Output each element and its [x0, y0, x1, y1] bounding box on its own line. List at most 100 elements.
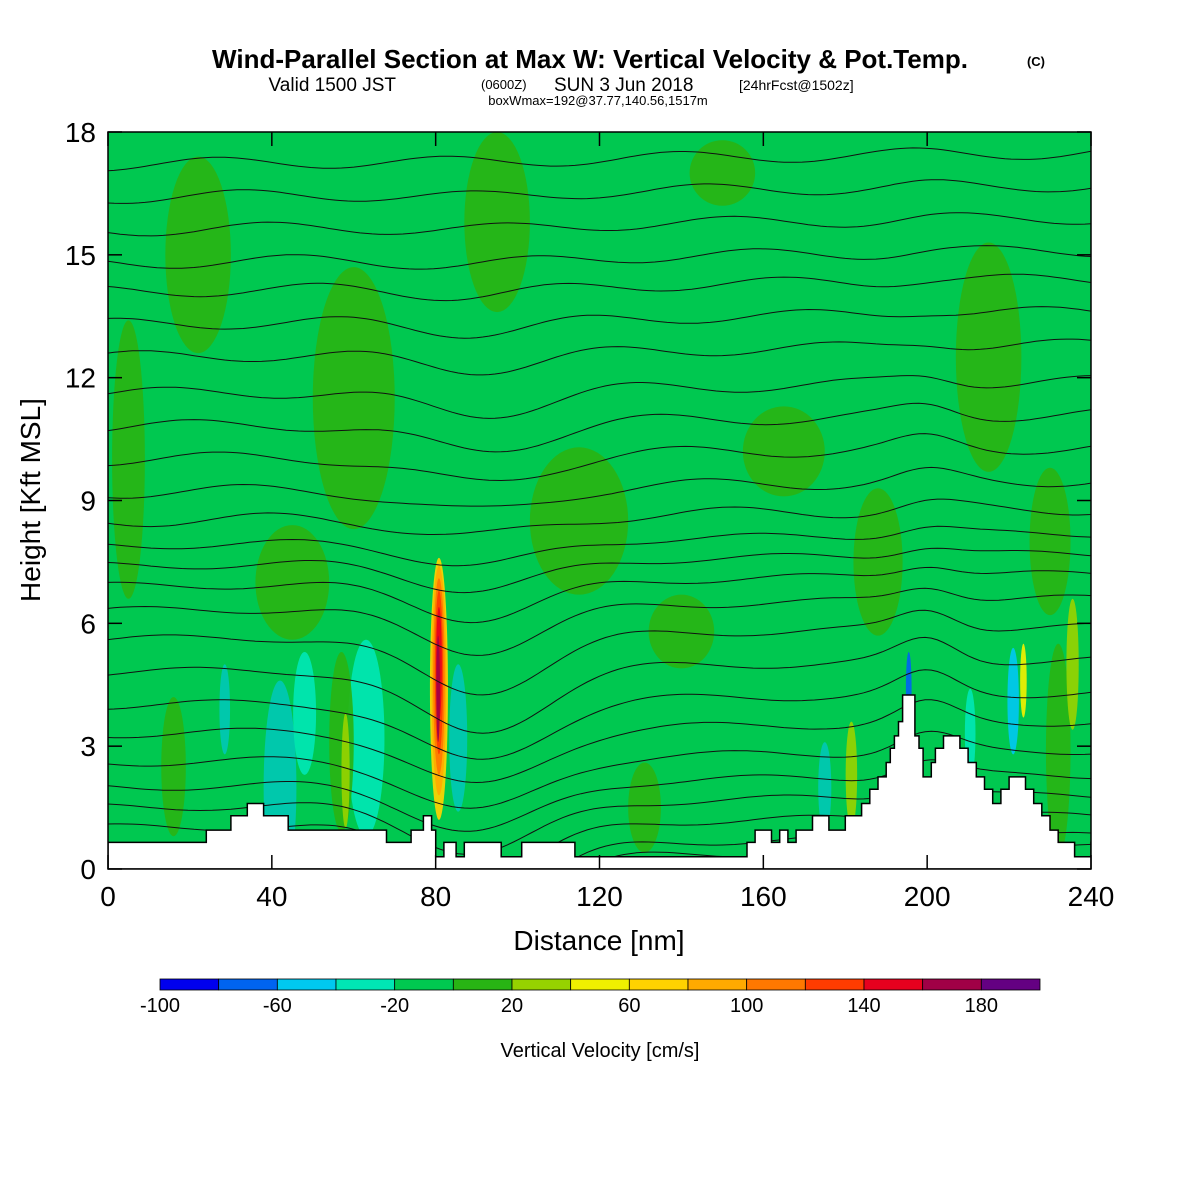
vv-region-22: [1066, 598, 1079, 730]
colorbar-bin-12: [863, 978, 924, 991]
colorbar-tick-140: 140: [847, 995, 880, 1017]
colorbar-bin-5: [452, 978, 513, 991]
box-max-info: boxWmax=192@37.77,140.56,1517m: [488, 93, 708, 108]
isentrope-7: [108, 669, 1091, 760]
x-tick-label-40: 40: [256, 881, 287, 912]
colorbar-bin-9: [687, 978, 748, 991]
colorbar-tick-180: 180: [965, 995, 998, 1017]
y-tick-label-0: 0: [80, 854, 96, 885]
isentrope-8: [108, 636, 1091, 734]
colorbar-bin-14: [980, 978, 1041, 991]
colorbar-bin-3: [335, 978, 396, 991]
colorbar-bin-13: [922, 978, 982, 991]
x-axis-label: Distance [nm]: [513, 925, 684, 956]
isentrope-23: [108, 212, 1091, 237]
colorbar-bin-10: [746, 978, 806, 991]
vv-region-13: [161, 697, 186, 837]
isentrope-20: [108, 306, 1091, 339]
isentrope-14: [108, 498, 1091, 535]
vv-region-32: [255, 525, 330, 640]
y-tick-label-9: 9: [80, 486, 96, 517]
isentrope-10: [108, 587, 1091, 656]
colorbar-bin-0: [159, 978, 220, 991]
isentrope-15: [108, 466, 1091, 507]
y-tick-label-12: 12: [65, 363, 96, 394]
vertical-velocity-field: [112, 132, 1079, 869]
x-tick-label-0: 0: [100, 881, 116, 912]
colorbar-tick-20: 20: [501, 995, 523, 1017]
colorbar-bin-7: [570, 978, 630, 991]
vv-region-8: [347, 639, 385, 837]
colorbar-bin-1: [218, 978, 278, 991]
isentrope-16: [108, 433, 1091, 482]
colorbar-bin-6: [511, 978, 572, 991]
vv-region-18: [1007, 647, 1019, 755]
colorbar-bin-2: [276, 978, 337, 991]
vv-region-30: [165, 156, 231, 354]
isentrope-11: [108, 566, 1091, 624]
vv-region-34: [742, 406, 825, 497]
valid-time-label: Valid 1500 JST: [269, 75, 397, 96]
isentrope-13: [108, 525, 1091, 567]
valid-zone-label: (0600Z): [481, 77, 527, 92]
vv-region-26: [689, 140, 756, 206]
isentrope-21: [108, 273, 1091, 302]
y-axis-label: Height [Kft MSL]: [15, 398, 46, 602]
vv-region-27: [853, 488, 903, 636]
vv-region-12: [341, 713, 350, 829]
y-tick-label-15: 15: [65, 240, 96, 271]
vv-region-28: [955, 242, 1022, 472]
colorbar-tick--100: -100: [140, 995, 180, 1017]
axes: 0 40 80 120 160 200 240 0 3 6 9 12 15 18: [65, 117, 1115, 912]
vv-region-10: [219, 664, 231, 755]
y-tick-label-18: 18: [65, 117, 96, 148]
isentrope-9: [108, 609, 1091, 696]
x-tick-label-200: 200: [904, 881, 951, 912]
vv-region-21: [628, 762, 661, 853]
terrain-profile: [108, 694, 1091, 869]
isentrope-24: [108, 179, 1091, 204]
colorbar-tick-60: 60: [618, 995, 640, 1017]
vv-region-25: [464, 132, 530, 313]
vv-region-15: [845, 721, 858, 829]
copyright-mark: (C): [1027, 54, 1045, 69]
vv-region-31: [112, 320, 145, 599]
x-tick-label-120: 120: [576, 881, 623, 912]
terrain: [108, 694, 1091, 869]
isentrope-5: [108, 730, 1091, 809]
colorbar-tick-100: 100: [730, 995, 763, 1017]
colorbar-bin-11: [804, 978, 865, 991]
vv-region-5: [436, 635, 440, 743]
vv-region-23: [312, 267, 395, 530]
vv-region-33: [648, 594, 715, 669]
forecast-label: [24hrFcst@1502z]: [739, 77, 854, 93]
colorbar-bin-4: [394, 978, 454, 991]
colorbar-tick--20: -20: [380, 995, 409, 1017]
isentrope-17: [108, 402, 1091, 453]
x-tick-label-80: 80: [420, 881, 451, 912]
x-tick-label-240: 240: [1068, 881, 1115, 912]
y-tick-label-3: 3: [80, 731, 96, 762]
vv-region-24: [529, 447, 629, 595]
isentrope-25: [108, 147, 1091, 172]
vv-region-19: [1020, 643, 1027, 718]
y-tick-label-6: 6: [80, 608, 96, 639]
valid-date-label: SUN 3 Jun 2018: [554, 75, 693, 96]
vv-region-29: [1029, 467, 1071, 616]
isentrope-18: [108, 375, 1091, 419]
isentrope-12: [108, 547, 1091, 594]
isentrope-22: [108, 245, 1091, 270]
colorbar-label: Vertical Velocity [cm/s]: [501, 1040, 700, 1062]
chart-title: Wind-Parallel Section at Max W: Vertical…: [212, 44, 968, 74]
colorbar: -100 -60 -20 20 60 100 140 180: [140, 978, 1041, 1017]
vv-region-11: [449, 664, 468, 812]
vv-region-7: [293, 651, 317, 775]
colorbar-tick--60: -60: [263, 995, 292, 1017]
isentrope-6: [108, 699, 1091, 784]
colorbar-bin-8: [628, 978, 689, 991]
x-tick-label-160: 160: [740, 881, 787, 912]
isentrope-19: [108, 338, 1091, 376]
vv-region-14: [818, 742, 832, 833]
valid-time-line: Valid 1500 JST (0600Z) SUN 3 Jun 2018 [2…: [269, 75, 854, 96]
